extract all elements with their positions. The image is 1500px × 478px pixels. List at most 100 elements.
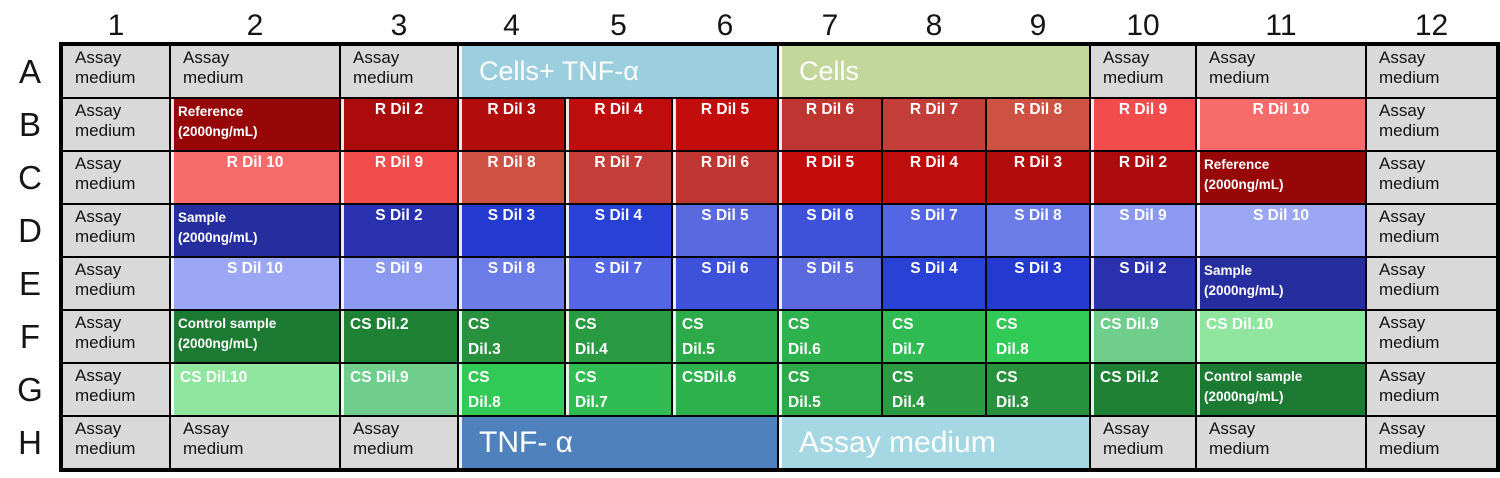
- column-header-6: 6: [716, 9, 734, 42]
- well-C8: R Dil 4: [882, 151, 986, 204]
- well-F2: Control sample (2000ng/mL): [170, 310, 340, 363]
- well-C7: R Dil 5: [778, 151, 882, 204]
- well-A3: Assay medium: [340, 45, 458, 98]
- well-A2: Assay medium: [170, 45, 340, 98]
- well-B7: R Dil 6: [778, 98, 882, 151]
- well-G7: CS Dil.5: [778, 363, 882, 416]
- well-C3: R Dil 9: [340, 151, 458, 204]
- well-F7: CS Dil.6: [778, 310, 882, 363]
- well-F10: CS Dil.9: [1090, 310, 1196, 363]
- well-E6: S Dil 6: [672, 257, 778, 310]
- column-header-2: 2: [246, 9, 264, 42]
- well-E10: S Dil 2: [1090, 257, 1196, 310]
- well-B3: R Dil 2: [340, 98, 458, 151]
- well-D10: S Dil 9: [1090, 204, 1196, 257]
- well-E7: S Dil 5: [778, 257, 882, 310]
- row-label-B: B: [18, 105, 41, 143]
- well-H11: Assay medium: [1196, 416, 1366, 469]
- well-E2: S Dil 10: [170, 257, 340, 310]
- well-D1: Assay medium: [62, 204, 170, 257]
- well-G3: CS Dil.9: [340, 363, 458, 416]
- column-header-7: 7: [821, 9, 839, 42]
- row-label-C: C: [18, 158, 42, 196]
- column-header-8: 8: [925, 9, 943, 42]
- well-G2: CS Dil.10: [170, 363, 340, 416]
- well-B9: R Dil 8: [986, 98, 1090, 151]
- well-C11: Reference (2000ng/mL): [1196, 151, 1366, 204]
- well-G4: CS Dil.8: [458, 363, 565, 416]
- well-A11: Assay medium: [1196, 45, 1366, 98]
- well-E4: S Dil 8: [458, 257, 565, 310]
- well-E1: Assay medium: [62, 257, 170, 310]
- plate-grid: Assay medium Assay medium Assay medium Cell…: [59, 42, 1500, 472]
- well-H12: Assay medium: [1366, 416, 1497, 469]
- well-G9: CS Dil.3: [986, 363, 1090, 416]
- well-C1: Assay medium: [62, 151, 170, 204]
- well-D7: S Dil 6: [778, 204, 882, 257]
- well-D3: S Dil 2: [340, 204, 458, 257]
- well-B1: Assay medium: [62, 98, 170, 151]
- well-F11: CS Dil.10: [1196, 310, 1366, 363]
- well-D11: S Dil 10: [1196, 204, 1366, 257]
- well-D8: S Dil 7: [882, 204, 986, 257]
- well-C12: Assay medium: [1366, 151, 1497, 204]
- well-D4: S Dil 3: [458, 204, 565, 257]
- well-B2: Reference (2000ng/mL): [170, 98, 340, 151]
- well-F9: CS Dil.8: [986, 310, 1090, 363]
- well-D2: Sample (2000ng/mL): [170, 204, 340, 257]
- well-C10: R Dil 2: [1090, 151, 1196, 204]
- row-label-A: A: [18, 52, 41, 90]
- well-F6: CS Dil.5: [672, 310, 778, 363]
- well-F3: CS Dil.2: [340, 310, 458, 363]
- well-E9: S Dil 3: [986, 257, 1090, 310]
- column-header-1: 1: [107, 9, 125, 42]
- well-H2: Assay medium: [170, 416, 340, 469]
- well-F8: CS Dil.7: [882, 310, 986, 363]
- well-E8: S Dil 4: [882, 257, 986, 310]
- well-E3: S Dil 9: [340, 257, 458, 310]
- section-assay-medium: Assay medium: [778, 416, 1090, 469]
- section-tnf-alpha: TNF- α: [458, 416, 778, 469]
- well-B5: R Dil 4: [565, 98, 672, 151]
- column-header-9: 9: [1029, 9, 1047, 42]
- well-G11: Control sample (2000ng/mL): [1196, 363, 1366, 416]
- row-label-G: G: [17, 370, 43, 408]
- section-cells-plus-tnf-alpha: Cells+ TNF-α: [458, 45, 778, 98]
- section-cells: Cells: [778, 45, 1090, 98]
- well-E12: Assay medium: [1366, 257, 1497, 310]
- well-E11: Sample (2000ng/mL): [1196, 257, 1366, 310]
- row-label-E: E: [18, 264, 41, 302]
- column-header-10: 10: [1126, 9, 1160, 42]
- well-B11: R Dil 10: [1196, 98, 1366, 151]
- well-B8: R Dil 7: [882, 98, 986, 151]
- well-C5: R Dil 7: [565, 151, 672, 204]
- well-B6: R Dil 5: [672, 98, 778, 151]
- row-label-F: F: [19, 317, 41, 355]
- well-F1: Assay medium: [62, 310, 170, 363]
- row-label-D: D: [18, 211, 42, 249]
- well-D12: Assay medium: [1366, 204, 1497, 257]
- well-H10: Assay medium: [1090, 416, 1196, 469]
- well-B4: R Dil 3: [458, 98, 565, 151]
- well-F5: CS Dil.4: [565, 310, 672, 363]
- well-D6: S Dil 5: [672, 204, 778, 257]
- row-label-H: H: [18, 423, 42, 461]
- well-G12: Assay medium: [1366, 363, 1497, 416]
- well-C4: R Dil 8: [458, 151, 565, 204]
- well-B10: R Dil 9: [1090, 98, 1196, 151]
- well-H1: Assay medium: [62, 416, 170, 469]
- well-G5: CS Dil.7: [565, 363, 672, 416]
- well-H3: Assay medium: [340, 416, 458, 469]
- well-B12: Assay medium: [1366, 98, 1497, 151]
- well-F12: Assay medium: [1366, 310, 1497, 363]
- well-G8: CS Dil.4: [882, 363, 986, 416]
- column-header-5: 5: [610, 9, 627, 42]
- column-headers: 1 2 3 4 5 6 7 8 9 10 11 12: [62, 0, 1497, 42]
- well-D5: S Dil 4: [565, 204, 672, 257]
- well-C9: R Dil 3: [986, 151, 1090, 204]
- well-E5: S Dil 7: [565, 257, 672, 310]
- well-A12: Assay medium: [1366, 45, 1497, 98]
- column-header-3: 3: [390, 9, 408, 42]
